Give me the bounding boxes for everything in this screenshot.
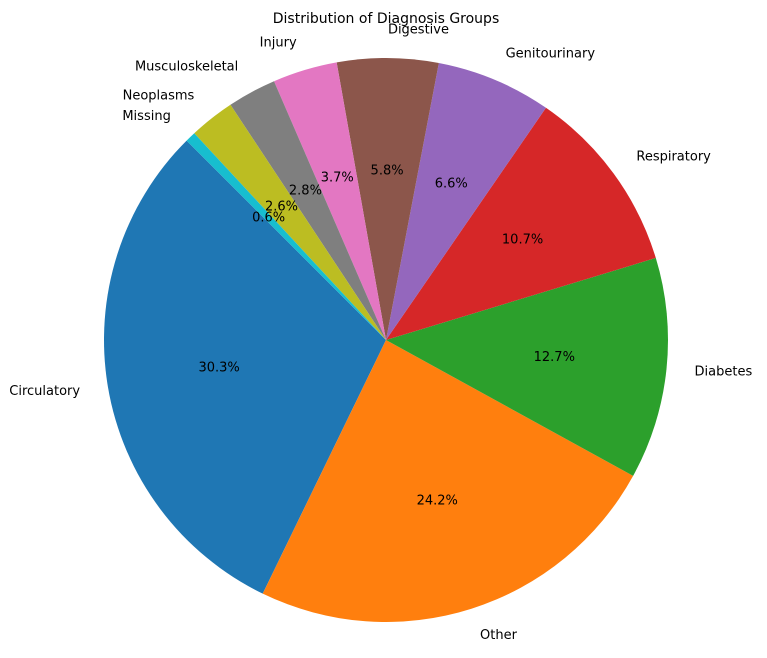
slice-percent-label: 3.7% — [321, 170, 354, 185]
pie-slice-neoplasms — [194, 104, 386, 340]
pie-slice-injury — [274, 62, 386, 341]
slice-label: Injury — [260, 35, 297, 50]
percent-labels: 30.3% 24.2% 12.7% 10.7% 6.6% 5.8% 3.7%2.8%2.6%… — [198, 163, 574, 508]
pie-slice-genitourinary — [386, 62, 546, 340]
slice-label: Diabetes — [695, 365, 753, 380]
pie-slices — [104, 57, 668, 622]
slice-percent-label: 5.8% — [371, 163, 404, 178]
pie-slice-musculoskeletal — [230, 81, 386, 340]
slice-label: Genitourinary — [506, 46, 596, 61]
pie-slice-missing — [186, 133, 386, 340]
slice-percent-label: 2.6% — [265, 199, 298, 214]
slice-percent-label: 10.7% — [502, 233, 543, 248]
slice-label: Missing — [122, 109, 170, 124]
pie-slice-circulatory — [104, 140, 386, 594]
slice-percent-label: 2.8% — [289, 184, 322, 199]
category-labels: Circulatory Other Diabetes Respiratory Genit… — [9, 22, 752, 643]
slice-label: Neoplasms — [123, 89, 195, 104]
pie-slice-digestive — [336, 57, 439, 340]
pie-slice-respiratory — [386, 107, 656, 340]
pie-slice-diabetes — [386, 257, 668, 476]
slice-percent-label: 12.7% — [534, 350, 575, 365]
slice-label: Musculoskeletal — [135, 60, 238, 75]
slice-percent-label: 30.3% — [198, 361, 239, 376]
slice-percent-label: 0.6% — [252, 211, 285, 226]
slice-label: Respiratory — [636, 149, 711, 164]
slice-label: Circulatory — [9, 384, 80, 399]
pie-slice-other — [262, 340, 634, 622]
slice-label: Other — [480, 628, 518, 643]
slice-percent-label: 6.6% — [435, 176, 468, 191]
chart-title: Distribution of Diagnosis Groups — [273, 11, 500, 27]
slice-percent-label: 24.2% — [417, 494, 458, 509]
slice-label: Digestive — [388, 22, 449, 37]
